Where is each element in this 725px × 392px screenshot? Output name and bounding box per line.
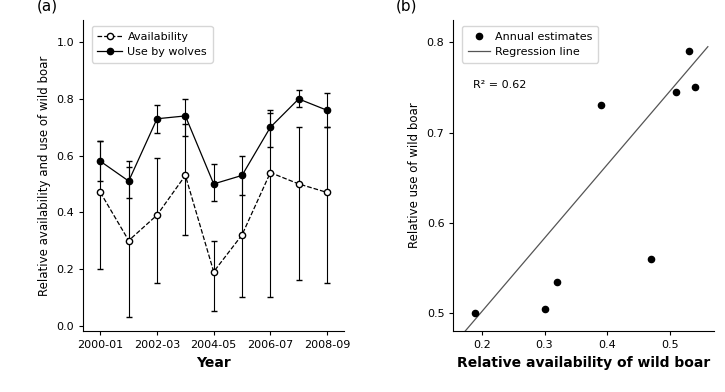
Point [551, 278, 563, 285]
Text: (a): (a) [36, 0, 57, 13]
Point [470, 310, 481, 316]
Legend: Availability, Use by wolves: Availability, Use by wolves [92, 26, 212, 63]
Y-axis label: Relative availability and use of wild boar: Relative availability and use of wild bo… [38, 55, 51, 296]
Point [595, 102, 607, 109]
Point [689, 84, 701, 91]
Text: (b): (b) [396, 0, 418, 13]
Legend: Annual estimates, Regression line: Annual estimates, Regression line [462, 26, 598, 63]
Text: R² = 0.62: R² = 0.62 [473, 80, 526, 91]
Point [539, 305, 550, 312]
X-axis label: Year: Year [196, 356, 231, 370]
Point [645, 256, 657, 262]
Y-axis label: Relative use of wild boar: Relative use of wild boar [408, 103, 421, 248]
Point [683, 48, 695, 54]
X-axis label: Relative availability of wild boar: Relative availability of wild boar [457, 356, 710, 370]
Point [671, 89, 682, 95]
